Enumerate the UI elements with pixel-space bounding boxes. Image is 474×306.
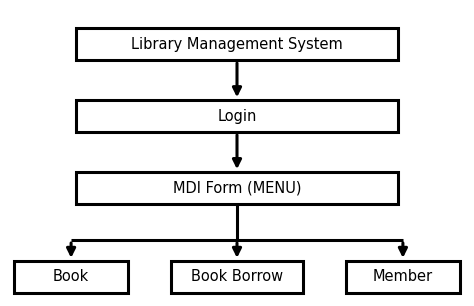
FancyBboxPatch shape xyxy=(346,261,460,293)
Text: MDI Form (MENU): MDI Form (MENU) xyxy=(173,181,301,196)
FancyBboxPatch shape xyxy=(171,261,303,293)
Text: Login: Login xyxy=(217,109,257,124)
Text: Book: Book xyxy=(53,269,89,285)
FancyBboxPatch shape xyxy=(76,28,398,61)
FancyBboxPatch shape xyxy=(76,172,398,204)
FancyBboxPatch shape xyxy=(76,100,398,132)
FancyBboxPatch shape xyxy=(14,261,128,293)
Text: Library Management System: Library Management System xyxy=(131,37,343,52)
Text: Member: Member xyxy=(373,269,433,285)
Text: Book Borrow: Book Borrow xyxy=(191,269,283,285)
